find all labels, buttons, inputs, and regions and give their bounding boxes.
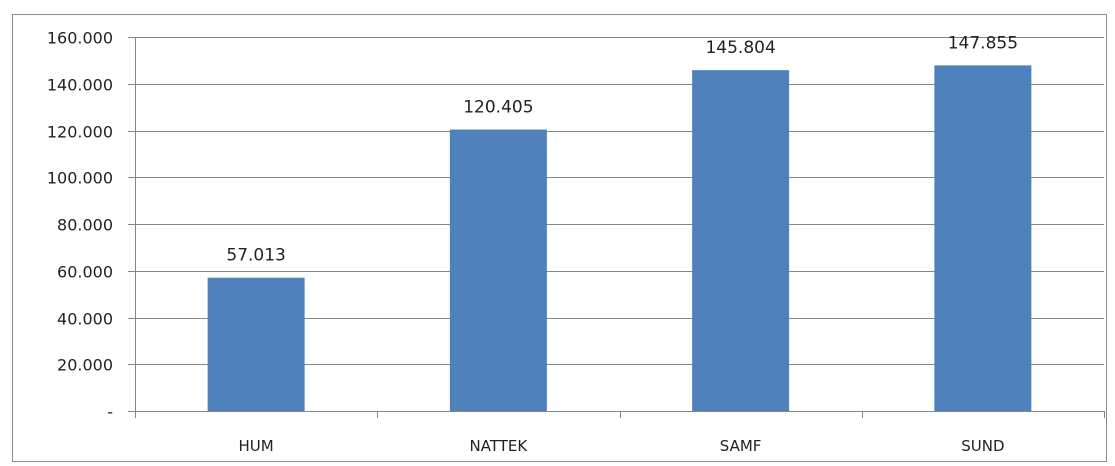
y-tick-label: 40.000 [57, 310, 113, 329]
chart-frame [12, 14, 1107, 462]
y-tick-label: - [107, 403, 113, 422]
y-tick-label: 80.000 [57, 216, 113, 235]
y-tick-label: 20.000 [57, 356, 113, 375]
y-tick-label: 100.000 [47, 169, 113, 188]
bar-samf [692, 70, 790, 411]
axes [128, 37, 1105, 418]
bar-nattek [449, 129, 547, 411]
data-label: 120.405 [463, 98, 533, 118]
data-label: 57.013 [226, 246, 285, 266]
data-label: 147.855 [948, 33, 1018, 53]
data-label: 145.804 [705, 38, 775, 58]
y-tick-label: 120.000 [47, 123, 113, 142]
bar-sund [934, 65, 1032, 411]
category-label: HUM [239, 437, 274, 455]
labels: - 20.000 40.000 60.000 80.000 100.000 120.000 1… [47, 29, 1018, 456]
bars [207, 65, 1032, 411]
category-label: SAMF [720, 437, 762, 455]
y-tick-label: 140.000 [47, 76, 113, 95]
category-label: SUND [961, 437, 1004, 455]
category-label: NATTEK [470, 437, 529, 455]
y-tick-label: 60.000 [57, 263, 113, 282]
bar-hum [207, 277, 305, 411]
y-tick-label: 160.000 [47, 29, 113, 48]
